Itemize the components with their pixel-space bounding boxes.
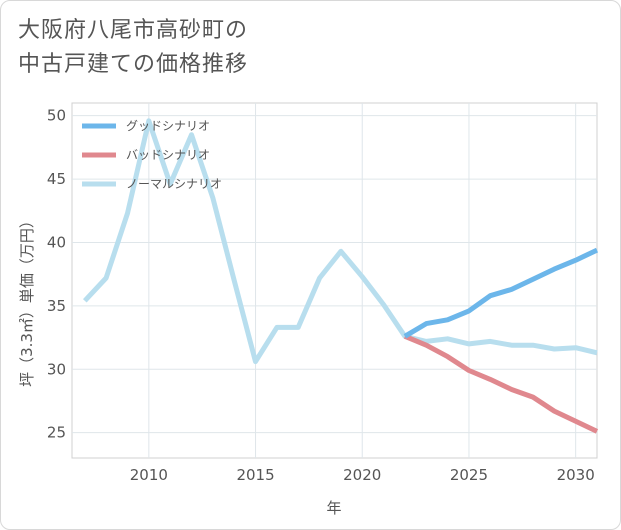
series-lines [82,118,599,434]
y-tick-label: 25 [47,424,66,442]
x-tick-label: 2020 [343,466,381,484]
x-tick-label: 2030 [557,466,595,484]
chart-title: 大阪府八尾市高砂町の 中古戸建ての価格推移 [18,18,249,77]
y-tick-label: 40 [47,233,66,251]
y-tick-label: 30 [47,360,66,378]
legend-label-bad: バッドシナリオ [126,148,210,162]
y-tick-label: 50 [47,107,66,125]
y-axis-label: 坪（3.3㎡）単価（万円） [18,213,36,387]
x-tick-label: 2025 [450,466,488,484]
y-tick-label: 35 [47,297,66,315]
x-axis-label: 年 [326,499,341,517]
series-line-bad [403,333,599,434]
series-line-good [403,247,599,339]
y-tick-label: 45 [47,170,66,188]
legend-label-good: グッドシナリオ [126,119,210,133]
grid-lines [72,103,597,458]
x-tick-label: 2010 [130,466,168,484]
legend-label-normal: ノーマルシナリオ [126,177,222,191]
tick-labels: 2010 2015 2020 2025 2030 25 30 35 40 45 50 [47,107,595,484]
series-line-normal [82,118,598,365]
plot-area [71,102,598,459]
x-tick-label: 2015 [236,466,274,484]
